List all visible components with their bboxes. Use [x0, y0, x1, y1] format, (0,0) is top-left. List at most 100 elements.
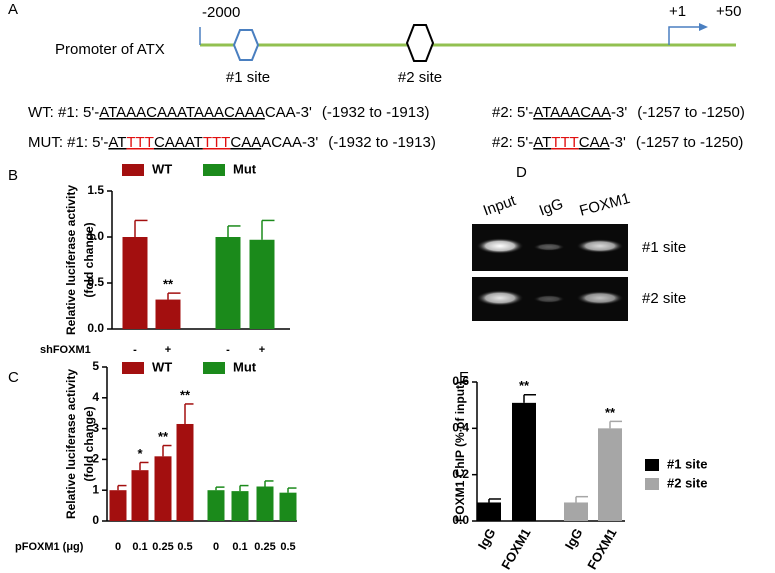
bar: [564, 502, 588, 521]
bar: [207, 490, 225, 521]
panel-letter: C: [8, 369, 19, 386]
position-label: -2000: [202, 4, 240, 21]
x-tick-label: IgG: [562, 526, 586, 552]
x-tick-label: 0.25: [254, 541, 275, 553]
sequence: MUT: #1: 5'-ATTTTCAAATTTTCAAACAA-3' (-193…: [28, 134, 436, 151]
seq-part: AT: [108, 134, 126, 151]
seq-mutation: TTT: [126, 134, 154, 151]
seq-part: ACAA-3': [261, 134, 318, 151]
panel-letter: E: [459, 369, 469, 386]
legend-swatch: [122, 164, 144, 176]
seq-range: (-1257 to -1250): [636, 134, 744, 151]
legend-swatch: [645, 478, 659, 490]
y-tick-label: 0.0: [87, 321, 104, 335]
seq-range: (-1257 to -1250): [637, 104, 745, 121]
y-axis-label: Relative luciferase activity: [64, 369, 78, 519]
x-tick-label: 0.5: [177, 541, 192, 553]
row-label: #2 site: [642, 290, 686, 307]
x-tick-label: 0.1: [132, 541, 147, 553]
seq-range: (-1932 to -1913): [328, 134, 436, 151]
x-tick-label: -: [133, 344, 137, 356]
site-label: #1 site: [226, 69, 270, 86]
bar: [176, 423, 194, 521]
y-axis-label: Relative luciferase activity: [64, 185, 78, 335]
seq-part: ATAAACAAATAAACAAA: [99, 104, 265, 121]
sequence: WT: #1: 5'-ATAAACAAATAAACAAACAA-3' (-1932…: [28, 104, 429, 121]
tss-arrowhead: [699, 23, 708, 31]
lane-label: Input: [481, 192, 519, 220]
lane-label: IgG: [537, 195, 566, 219]
panel-letter: B: [8, 167, 18, 184]
sequence: #2: 5'-ATTTTCAA-3' (-1257 to -1250): [492, 134, 743, 151]
significance: **: [163, 277, 174, 292]
bar: [231, 491, 249, 521]
legend-label: WT: [152, 359, 172, 374]
panel-letter: D: [516, 164, 527, 181]
position-label: +1: [669, 3, 686, 20]
lane-label: FOXM1: [578, 190, 632, 220]
seq-mutation: TTT: [203, 134, 231, 151]
legend-label: Mut: [233, 359, 257, 374]
significance: **: [605, 405, 616, 420]
y-axis-label: (fold change): [82, 222, 96, 297]
panel-letter: A: [8, 1, 18, 18]
significance: **: [158, 429, 169, 444]
y-tick-label: 5: [92, 359, 99, 373]
x-tick-label: 0.1: [232, 541, 247, 553]
gel-band: [476, 290, 524, 306]
y-tick-label: 1.0: [87, 229, 104, 243]
gel-band: [476, 238, 524, 254]
legend-swatch: [645, 459, 659, 471]
y-axis-label: FOXM1 ChIP (% of input): [453, 381, 467, 522]
gel-band: [576, 291, 624, 305]
x-tick-label: -: [226, 344, 230, 356]
gel: Input IgG FOXM1 #1 site #2 site: [472, 190, 686, 321]
bar: [131, 470, 149, 521]
seq-part: #2: 5'-: [492, 134, 533, 151]
position-label: +50: [716, 3, 741, 20]
x-tick-label: 0.25: [152, 541, 173, 553]
significance: **: [519, 378, 530, 393]
legend-swatch: [122, 362, 144, 374]
y-tick-label: 0: [92, 513, 99, 527]
significance: **: [180, 387, 191, 402]
row-label: #1 site: [642, 239, 686, 256]
promoter-label: Promoter of ATX: [55, 41, 165, 58]
bar: [155, 299, 181, 329]
sequence: #2: 5'-ATAAACAA-3' (-1257 to -1250): [492, 104, 745, 121]
seq-part: WT: #1: 5'-: [28, 104, 99, 121]
seq-part: ATAAACAA: [533, 104, 611, 121]
seq-part: CAAAT: [154, 134, 203, 151]
y-tick-label: 4: [92, 390, 99, 404]
bar: [256, 486, 274, 521]
seq-part: #2: 5'-: [492, 104, 533, 121]
y-tick-label: 0.4: [452, 421, 469, 435]
x-tick-label: IgG: [475, 526, 499, 552]
x-tick-label: FOXM1: [498, 526, 533, 572]
bar: [154, 456, 172, 521]
seq-part: -3': [610, 134, 626, 151]
x-tick-label: 0: [115, 541, 121, 553]
gel-band: [533, 295, 565, 303]
y-tick-label: 0.2: [452, 467, 469, 481]
legend-label: #2 site: [667, 475, 707, 490]
y-tick-label: 1: [92, 482, 99, 496]
bar: [279, 492, 297, 521]
y-tick-label: 1.5: [87, 183, 104, 197]
seq-part: CAA: [230, 134, 261, 151]
bar: [249, 239, 275, 329]
tss-arrow: [668, 26, 700, 45]
bar: [598, 428, 622, 521]
seq-part: CAA-3': [265, 104, 312, 121]
bar: [109, 490, 127, 521]
seq-part: MUT: #1: 5'-: [28, 134, 108, 151]
seq-part: -3': [611, 104, 627, 121]
legend-swatch: [203, 164, 225, 176]
site-hexagon: [232, 29, 260, 61]
seq-part: CAA: [579, 134, 610, 151]
y-axis-label: (fold change): [82, 406, 96, 481]
legend-label: #1 site: [667, 456, 707, 471]
gel-band: [533, 243, 565, 251]
x-tick-label: 0.5: [280, 541, 295, 553]
site-label: #2 site: [398, 69, 442, 86]
